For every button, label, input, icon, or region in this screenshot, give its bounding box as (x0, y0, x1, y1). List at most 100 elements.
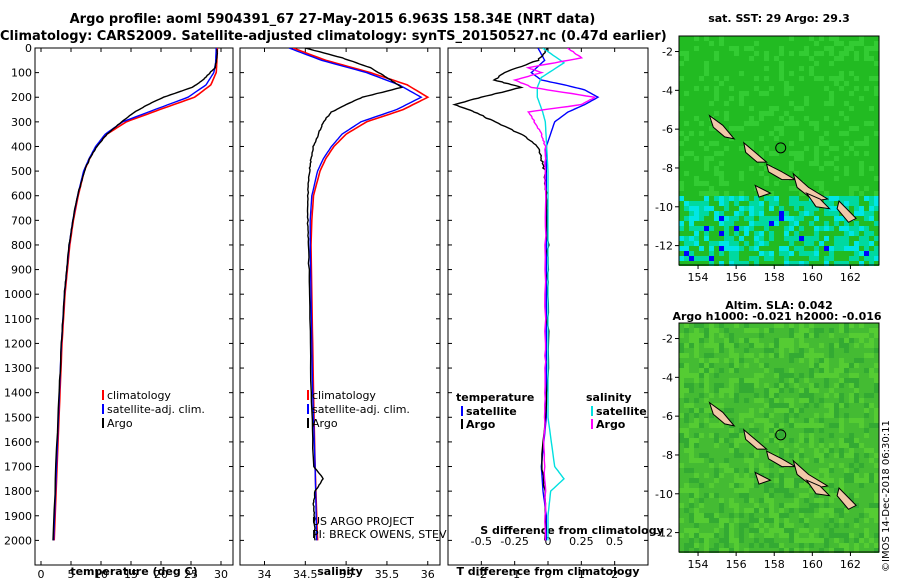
map-cell (679, 91, 684, 96)
map-cell (679, 106, 684, 111)
map-cell (734, 146, 739, 151)
map-cell (754, 101, 759, 106)
map-cell (739, 383, 744, 388)
map-cell (849, 363, 854, 368)
map-cell (684, 433, 689, 438)
map-cell (744, 131, 749, 136)
map-cell (699, 513, 704, 518)
map-cell (809, 413, 814, 418)
map-cell (804, 463, 809, 468)
map-cell (729, 463, 734, 468)
map-cell (779, 201, 784, 206)
map-cell (719, 221, 724, 226)
map-cell (809, 111, 814, 116)
map-cell (709, 101, 714, 106)
map-cell (749, 458, 754, 463)
map-cell (774, 468, 779, 473)
map-cell (734, 176, 739, 181)
map-cell (759, 343, 764, 348)
map-cell (774, 488, 779, 493)
map-cell (754, 513, 759, 518)
map-cell (714, 328, 719, 333)
map-cell (769, 528, 774, 533)
map-cell (844, 81, 849, 86)
map-cell (699, 363, 704, 368)
map-cell (829, 251, 834, 256)
map-cell (759, 468, 764, 473)
map-cell (824, 388, 829, 393)
map-cell (744, 528, 749, 533)
map-cell (749, 363, 754, 368)
map-cell (874, 398, 879, 403)
map-cell (749, 478, 754, 483)
map-cell (754, 538, 759, 543)
map-cell (729, 548, 734, 553)
map-cell (869, 131, 874, 136)
map-cell (784, 151, 789, 156)
map-cell (859, 393, 864, 398)
map-cell (839, 226, 844, 231)
map-cell (779, 363, 784, 368)
map-cell (864, 126, 869, 131)
map-cell (799, 86, 804, 91)
y-tick-label: 1800 (4, 485, 32, 498)
map-cell (734, 56, 739, 61)
map-cell (759, 146, 764, 151)
map-cell (834, 51, 839, 56)
map-cell (724, 338, 729, 343)
map-cell (799, 76, 804, 81)
map-cell (859, 116, 864, 121)
map-cell (724, 503, 729, 508)
map-cell (824, 141, 829, 146)
map-cell (764, 56, 769, 61)
map-cell (689, 86, 694, 91)
map-cell (859, 363, 864, 368)
map-cell (804, 106, 809, 111)
map-cell (774, 106, 779, 111)
map-cell (794, 498, 799, 503)
map-cell (694, 131, 699, 136)
map-cell (729, 196, 734, 201)
map-cell (849, 368, 854, 373)
map-cell (794, 488, 799, 493)
map-cell (714, 186, 719, 191)
map-cell (784, 51, 789, 56)
map-cell (789, 348, 794, 353)
map-cell (869, 363, 874, 368)
map-cell (844, 518, 849, 523)
map-cell (854, 201, 859, 206)
map-cell (754, 428, 759, 433)
map-cell (814, 261, 819, 266)
map-cell (834, 333, 839, 338)
map-cell (849, 328, 854, 333)
x-tick-label: -1 (509, 568, 520, 580)
map-cell (854, 383, 859, 388)
map-cell (729, 71, 734, 76)
map-cell (764, 131, 769, 136)
map-cell (739, 328, 744, 333)
map-cell (704, 388, 709, 393)
map-cell (789, 166, 794, 171)
map-cell (804, 333, 809, 338)
map-cell (804, 256, 809, 261)
map-cell (724, 383, 729, 388)
map-cell (789, 413, 794, 418)
map-cell (754, 508, 759, 513)
map-cell (749, 358, 754, 363)
map-cell (719, 211, 724, 216)
map-cell (689, 323, 694, 328)
map-cell (704, 196, 709, 201)
map-cell (739, 428, 744, 433)
map-cell (849, 56, 854, 61)
map-cell (779, 323, 784, 328)
map-cell (849, 76, 854, 81)
map-cell (774, 428, 779, 433)
map-cell (704, 156, 709, 161)
map-cell (714, 528, 719, 533)
map-cell (789, 523, 794, 528)
map-cell (854, 478, 859, 483)
x-tick-label: 34 (257, 568, 271, 580)
map-cell (799, 246, 804, 251)
map-cell (774, 448, 779, 453)
map-cell (694, 96, 699, 101)
